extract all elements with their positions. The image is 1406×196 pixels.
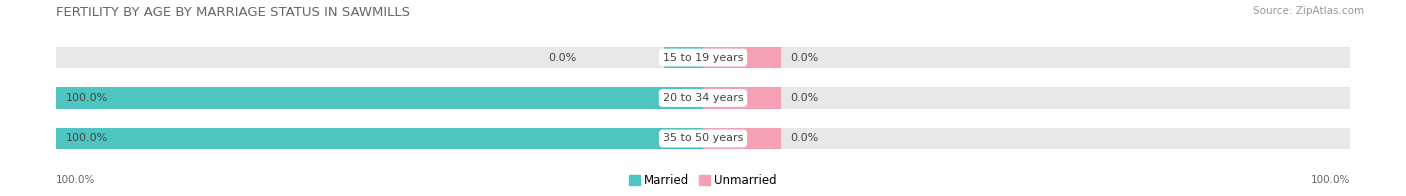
Bar bbox=[56, 87, 703, 109]
Bar bbox=[56, 128, 703, 149]
Bar bbox=[703, 128, 780, 149]
Bar bbox=[703, 87, 780, 109]
Bar bbox=[703, 47, 1350, 68]
Bar bbox=[664, 128, 703, 149]
Text: Source: ZipAtlas.com: Source: ZipAtlas.com bbox=[1253, 6, 1364, 16]
Text: 100.0%: 100.0% bbox=[66, 133, 108, 143]
Legend: Married, Unmarried: Married, Unmarried bbox=[628, 174, 778, 187]
Text: 0.0%: 0.0% bbox=[548, 53, 576, 63]
Text: 0.0%: 0.0% bbox=[790, 133, 818, 143]
Bar bbox=[664, 47, 703, 68]
Text: 100.0%: 100.0% bbox=[66, 93, 108, 103]
Bar bbox=[664, 87, 703, 109]
Text: 100.0%: 100.0% bbox=[1310, 175, 1350, 185]
Text: 0.0%: 0.0% bbox=[790, 93, 818, 103]
Bar bbox=[703, 87, 1350, 109]
Bar bbox=[56, 47, 703, 68]
Text: 100.0%: 100.0% bbox=[56, 175, 96, 185]
Bar bbox=[56, 87, 703, 109]
Text: 35 to 50 years: 35 to 50 years bbox=[662, 133, 744, 143]
Text: 20 to 34 years: 20 to 34 years bbox=[662, 93, 744, 103]
Text: 0.0%: 0.0% bbox=[790, 53, 818, 63]
Bar bbox=[56, 128, 703, 149]
Text: FERTILITY BY AGE BY MARRIAGE STATUS IN SAWMILLS: FERTILITY BY AGE BY MARRIAGE STATUS IN S… bbox=[56, 6, 411, 19]
Bar bbox=[703, 47, 780, 68]
Bar bbox=[703, 128, 1350, 149]
Text: 15 to 19 years: 15 to 19 years bbox=[662, 53, 744, 63]
